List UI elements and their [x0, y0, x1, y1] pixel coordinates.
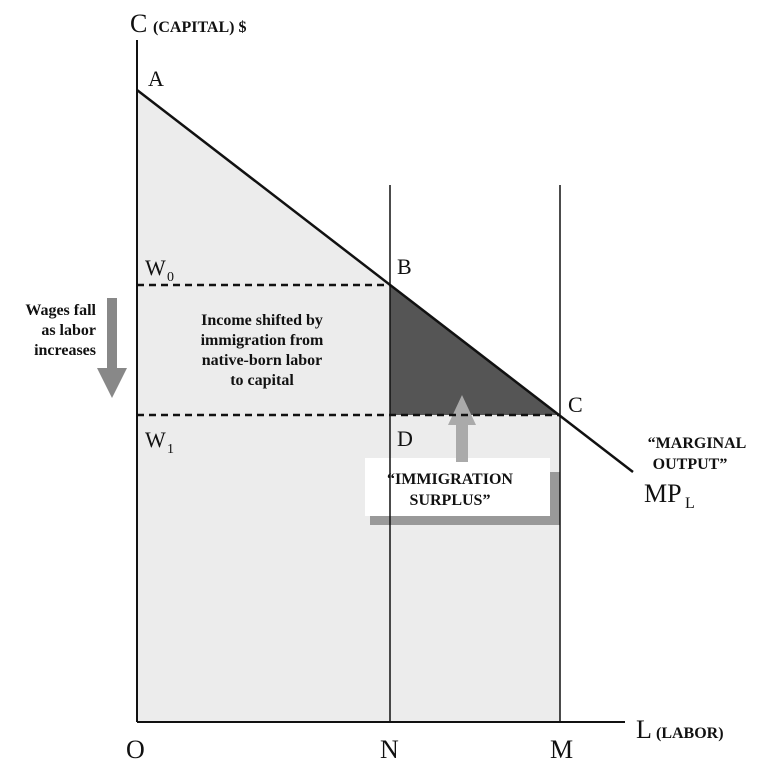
point-m: M — [550, 735, 573, 759]
note-line: immigration from — [201, 332, 324, 349]
mpl-curve — [136, 89, 634, 473]
note-line: as labor — [41, 322, 96, 339]
point-c: C — [568, 392, 583, 417]
note-line: SURPLUS” — [410, 492, 491, 509]
x-axis-letter: L — [636, 715, 652, 744]
point-n: N — [380, 735, 399, 759]
curve-label-line: “MARGINAL — [648, 435, 747, 452]
point-d: D — [397, 426, 413, 451]
w0-subscript: 0 — [167, 270, 174, 285]
wages-arrow — [97, 298, 127, 398]
y-axis-letter: C — [130, 9, 147, 38]
surplus-note: “IMMIGRATION SURPLUS” — [387, 471, 513, 509]
note-line: increases — [34, 342, 96, 359]
surplus-box — [365, 458, 550, 516]
curve-label-line: OUTPUT” — [653, 456, 728, 473]
w1-subscript: 1 — [167, 442, 174, 457]
note-line: “IMMIGRATION — [387, 471, 513, 488]
curve-name: MP — [644, 479, 682, 508]
note-line: Wages fall — [25, 302, 96, 319]
income-note: Income shifted by immigration from native-… — [201, 312, 324, 389]
w1-label: W — [145, 427, 166, 452]
origin-label: O — [126, 735, 145, 759]
curve-name-subscript: L — [685, 495, 695, 512]
w0-label: W — [145, 255, 166, 280]
point-a: A — [148, 66, 164, 91]
point-b: B — [397, 254, 412, 279]
wages-fall-note: Wages fall as labor increases — [25, 302, 96, 359]
note-line: Income shifted by — [201, 312, 323, 329]
y-axis-label: (CAPITAL) $ — [153, 19, 246, 36]
x-axis-label: (LABOR) — [656, 725, 724, 742]
note-line: native-born labor — [202, 352, 322, 369]
surplus-arrow — [448, 395, 476, 462]
note-line: to capital — [230, 372, 294, 389]
shaded-area — [137, 90, 560, 722]
